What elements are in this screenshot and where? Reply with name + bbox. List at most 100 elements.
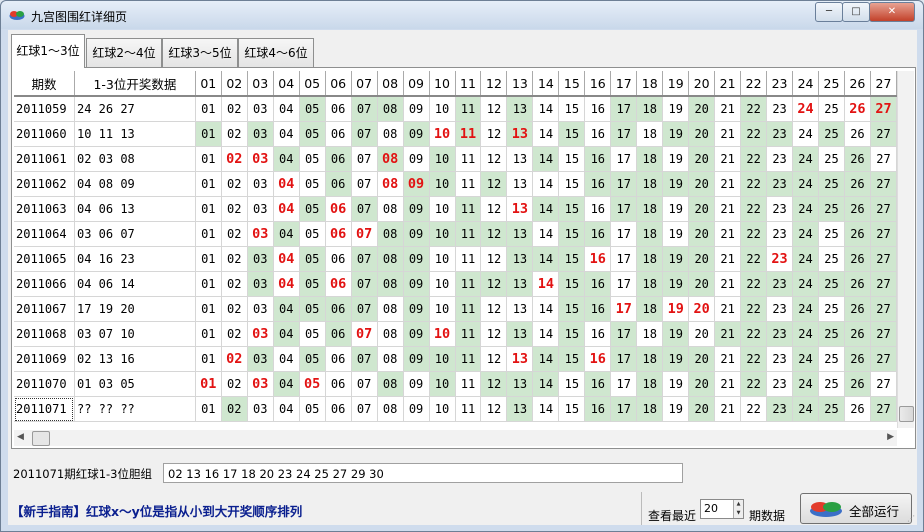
number-cell[interactable]: 22: [740, 271, 768, 297]
period-cell[interactable]: 2011059: [14, 96, 75, 122]
number-cell[interactable]: 03: [247, 271, 274, 297]
number-cell[interactable]: 24: [792, 196, 819, 222]
column-header-number[interactable]: 09: [403, 71, 430, 97]
number-cell[interactable]: 10: [429, 296, 456, 322]
number-cell[interactable]: 17: [610, 346, 638, 372]
draw-cell[interactable]: 04 06 13: [74, 196, 196, 222]
number-cell[interactable]: 04: [273, 221, 300, 247]
number-cell[interactable]: 26: [844, 221, 871, 247]
number-cell[interactable]: 01: [195, 196, 222, 222]
number-cell[interactable]: 27: [870, 396, 897, 422]
column-header-number[interactable]: 05: [299, 71, 326, 97]
hit-number-cell[interactable]: 13: [506, 121, 534, 147]
number-cell[interactable]: 08: [377, 121, 404, 147]
number-cell[interactable]: 24: [792, 321, 819, 347]
number-cell[interactable]: 22: [740, 196, 768, 222]
number-cell[interactable]: 21: [714, 246, 742, 272]
number-cell[interactable]: 25: [818, 346, 845, 372]
number-cell[interactable]: 21: [714, 396, 742, 422]
draw-cell[interactable]: 24 26 27: [74, 96, 196, 122]
column-header-number[interactable]: 19: [662, 71, 690, 97]
resize-grip-icon[interactable]: ⋰: [907, 514, 915, 523]
number-cell[interactable]: 12: [480, 221, 508, 247]
data-grid[interactable]: 期数 1-3位开奖数据 01 02 03 04 05 06 07 08 09 10 11 12 13 14 15…: [14, 71, 897, 428]
hit-number-cell[interactable]: 08: [377, 171, 404, 197]
number-cell[interactable]: 21: [714, 346, 742, 372]
number-cell[interactable]: 03: [247, 246, 274, 272]
draw-cell[interactable]: 04 08 09: [74, 171, 196, 197]
column-header-number[interactable]: 12: [480, 71, 508, 97]
number-cell[interactable]: 11: [455, 196, 482, 222]
number-cell[interactable]: 09: [403, 196, 430, 222]
number-cell[interactable]: 07: [351, 96, 378, 122]
number-cell[interactable]: 25: [818, 271, 845, 297]
period-cell[interactable]: 2011067: [14, 296, 75, 322]
draw-cell[interactable]: 02 03 08: [74, 146, 196, 172]
number-cell[interactable]: 23: [766, 346, 794, 372]
number-cell[interactable]: 26: [844, 321, 871, 347]
number-cell[interactable]: 23: [766, 221, 794, 247]
number-cell[interactable]: 26: [844, 146, 871, 172]
number-cell[interactable]: 06: [325, 96, 352, 122]
column-header-number[interactable]: 17: [610, 71, 638, 97]
number-cell[interactable]: 22: [740, 296, 768, 322]
hit-number-cell[interactable]: 27: [870, 96, 897, 122]
number-cell[interactable]: 15: [558, 346, 586, 372]
number-cell[interactable]: 08: [377, 196, 404, 222]
number-cell[interactable]: 24: [792, 396, 819, 422]
number-cell[interactable]: 12: [480, 346, 508, 372]
number-cell[interactable]: 09: [403, 221, 430, 247]
column-header-number[interactable]: 20: [688, 71, 716, 97]
number-cell[interactable]: 07: [351, 246, 378, 272]
vertical-scrollbar[interactable]: [897, 71, 914, 428]
number-cell[interactable]: 20: [688, 121, 716, 147]
number-cell[interactable]: 18: [636, 346, 664, 372]
column-header-number[interactable]: 06: [325, 71, 352, 97]
hit-number-cell[interactable]: 04: [273, 196, 300, 222]
number-cell[interactable]: 02: [221, 221, 248, 247]
column-header-number[interactable]: 18: [636, 71, 664, 97]
number-cell[interactable]: 14: [532, 371, 560, 397]
period-cell[interactable]: 2011060: [14, 121, 75, 147]
number-cell[interactable]: 15: [558, 246, 586, 272]
number-cell[interactable]: 20: [688, 371, 716, 397]
number-cell[interactable]: 01: [195, 96, 222, 122]
number-cell[interactable]: 02: [221, 96, 248, 122]
number-cell[interactable]: 16: [584, 296, 612, 322]
number-cell[interactable]: 22: [740, 146, 768, 172]
period-cell[interactable]: 2011064: [14, 221, 75, 247]
number-cell[interactable]: 01: [195, 146, 222, 172]
draw-cell[interactable]: 01 03 05: [74, 371, 196, 397]
number-cell[interactable]: 24: [792, 171, 819, 197]
table-row[interactable]: 2011069 02 13 16 01 02 03 04 05 06 07 08 09 10 11 12 1…: [14, 346, 897, 372]
number-cell[interactable]: 05: [299, 271, 326, 297]
number-cell[interactable]: 07: [351, 271, 378, 297]
column-header-number[interactable]: 27: [870, 71, 897, 97]
number-cell[interactable]: 01: [195, 396, 222, 422]
number-cell[interactable]: 16: [584, 321, 612, 347]
number-cell[interactable]: 25: [818, 96, 845, 122]
number-cell[interactable]: 23: [766, 396, 794, 422]
hit-number-cell[interactable]: 07: [351, 321, 378, 347]
number-cell[interactable]: 03: [247, 171, 274, 197]
number-cell[interactable]: 01: [195, 271, 222, 297]
number-cell[interactable]: 06: [325, 246, 352, 272]
recent-periods-spinner[interactable]: 20 ▲ ▼: [700, 499, 744, 519]
scroll-left-icon[interactable]: ◀: [17, 432, 24, 442]
vertical-scroll-thumb[interactable]: [899, 406, 914, 422]
number-cell[interactable]: 22: [740, 396, 768, 422]
number-cell[interactable]: 01: [195, 221, 222, 247]
column-header-number[interactable]: 23: [766, 71, 794, 97]
hit-number-cell[interactable]: 10: [429, 321, 456, 347]
column-header-number[interactable]: 14: [532, 71, 560, 97]
number-cell[interactable]: 05: [299, 96, 326, 122]
number-cell[interactable]: 06: [325, 371, 352, 397]
number-cell[interactable]: 19: [662, 246, 690, 272]
draw-cell[interactable]: 10 11 13: [74, 121, 196, 147]
number-cell[interactable]: 10: [429, 246, 456, 272]
table-row[interactable]: 2011065 04 16 23 01 02 03 04 05 06 07 08 09 10 11 12 1…: [14, 246, 897, 272]
horizontal-scroll-thumb[interactable]: [32, 431, 50, 446]
number-cell[interactable]: 09: [403, 321, 430, 347]
number-cell[interactable]: 10: [429, 271, 456, 297]
number-cell[interactable]: 04: [273, 146, 300, 172]
